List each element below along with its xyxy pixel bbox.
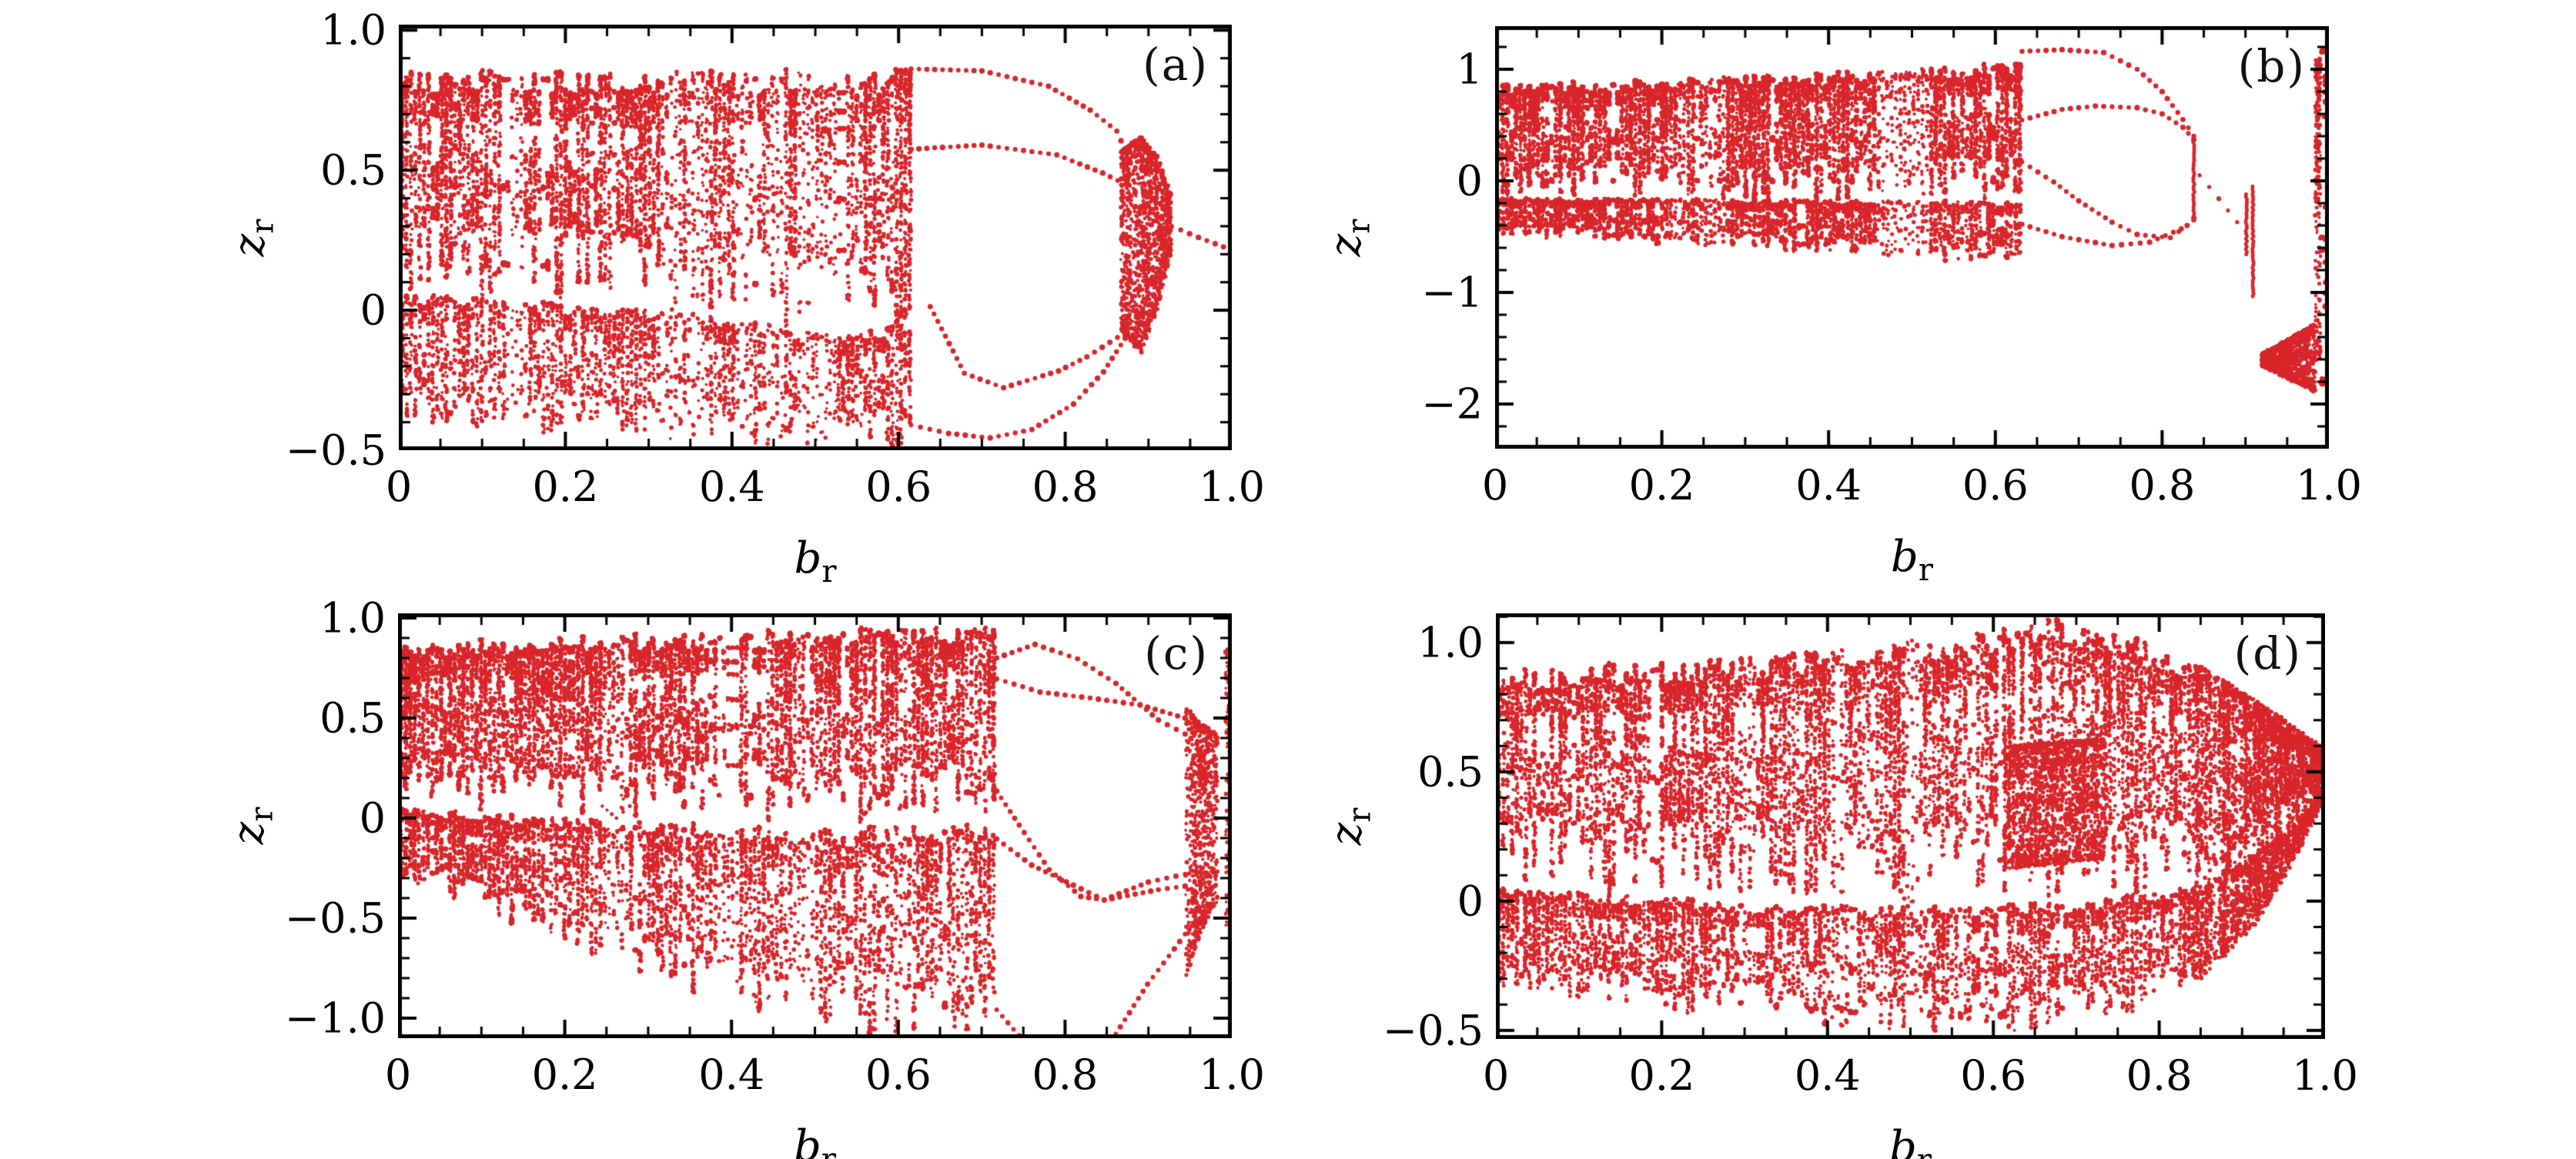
y-tick-label: 0 bbox=[1456, 156, 1483, 205]
x-axis-label-base: b bbox=[794, 533, 822, 583]
panel-letter-label: (b) bbox=[2237, 40, 2306, 92]
x-tick-label: 0 bbox=[384, 1050, 412, 1099]
y-tick-label: 1.0 bbox=[320, 5, 386, 55]
y-tick-label: −1.0 bbox=[284, 994, 386, 1043]
x-tick-label: 0 bbox=[385, 463, 413, 511]
x-axis-label-sub: r bbox=[1917, 1143, 1932, 1159]
y-tick-label: 0 bbox=[359, 793, 386, 843]
panel-letter-label: (d) bbox=[2233, 627, 2302, 680]
y-tick-label: 0 bbox=[1457, 877, 1484, 926]
x-axis-label: br bbox=[794, 1121, 836, 1159]
plot-canvas-b bbox=[1495, 26, 2329, 449]
y-tick-label: −0.5 bbox=[284, 893, 386, 943]
x-axis-label-sub: r bbox=[1918, 553, 1933, 589]
y-tick-label: 0.5 bbox=[320, 145, 386, 195]
y-axis-label-sub: r bbox=[245, 219, 281, 234]
x-tick-label: 1.0 bbox=[2296, 461, 2362, 509]
panel-d: (d) br zr 00.20.40.60.81.01.00.50−0.5 bbox=[1321, 613, 2358, 1159]
y-tick-label: 0.5 bbox=[319, 693, 386, 743]
panel-letter-label: (a) bbox=[1142, 38, 1209, 91]
y-axis-label: zr bbox=[1321, 807, 1377, 845]
x-axis-label-base: b bbox=[1889, 1122, 1917, 1159]
y-tick-label: −1 bbox=[1421, 268, 1483, 317]
x-tick-label: 0.2 bbox=[531, 1050, 598, 1099]
y-axis-label-sub: r bbox=[1342, 807, 1378, 823]
x-axis-label: br bbox=[795, 533, 837, 590]
panel-b: (b) br zr 0 0.2 0.4 0.6 0.8 1.0 1 0 −1 −2 bbox=[1320, 26, 2362, 588]
x-axis-label-sub: r bbox=[821, 554, 837, 590]
y-tick-label: −0.5 bbox=[1382, 1006, 1484, 1055]
y-axis-label: zr bbox=[1320, 219, 1377, 256]
x-tick-label: 0.8 bbox=[2129, 461, 2196, 509]
panel-a: (a) br zr 0 0.2 0.4 0.6 0.8 1.0 1.0 0.5 0 −0.5 bbox=[224, 6, 1265, 590]
x-tick-label: 0.6 bbox=[865, 463, 932, 511]
x-tick-label: 0 bbox=[1482, 1051, 1510, 1100]
x-tick-label: 1.0 bbox=[2292, 1051, 2358, 1100]
y-axis-label: zr bbox=[223, 807, 279, 845]
x-tick-label: 0.8 bbox=[1032, 1050, 1099, 1099]
x-tick-label: 0.4 bbox=[698, 463, 765, 511]
x-tick-label: 1.0 bbox=[1199, 463, 1265, 511]
y-axis-label-base: z bbox=[1320, 233, 1371, 256]
plot-canvas-a bbox=[399, 25, 1232, 450]
y-axis-label: zr bbox=[224, 219, 280, 256]
x-tick-label: 0.6 bbox=[1962, 461, 2029, 509]
y-axis-label-base: z bbox=[223, 821, 274, 845]
x-axis-label: br bbox=[1891, 532, 1933, 588]
x-axis-label-base: b bbox=[794, 1121, 821, 1159]
x-tick-label: 0.2 bbox=[1628, 1051, 1695, 1100]
x-tick-label: 0.4 bbox=[698, 1050, 765, 1099]
plot-canvas-d bbox=[1496, 613, 2325, 1039]
y-tick-label: 1.0 bbox=[1417, 618, 1484, 667]
y-tick-label: 0.5 bbox=[1417, 747, 1484, 797]
y-tick-label: 0 bbox=[360, 286, 386, 335]
y-tick-label: 1.0 bbox=[319, 593, 386, 643]
x-tick-label: 0.8 bbox=[2126, 1051, 2193, 1100]
y-axis-label-sub: r bbox=[1341, 219, 1377, 234]
panel-letter-label: (c) bbox=[1144, 627, 1209, 680]
plot-canvas-c bbox=[398, 613, 1232, 1038]
y-axis-label-base: z bbox=[1321, 822, 1372, 845]
y-axis-label-base: z bbox=[224, 233, 275, 256]
x-tick-label: 0.4 bbox=[1794, 1051, 1861, 1100]
x-tick-label: 0.2 bbox=[532, 463, 599, 511]
panel-c: (c) br zr 00.20.40.60.81.01.00.50−0.5−1.… bbox=[223, 593, 1265, 1159]
x-tick-label: 0.8 bbox=[1032, 463, 1099, 511]
x-tick-label: 0.2 bbox=[1628, 461, 1695, 509]
y-tick-label: −0.5 bbox=[285, 426, 386, 475]
y-axis-label-sub: r bbox=[244, 807, 280, 822]
x-tick-label: 1.0 bbox=[1199, 1050, 1265, 1099]
x-tick-label: 0.6 bbox=[865, 1050, 932, 1099]
x-axis-label: br bbox=[1889, 1122, 1932, 1159]
x-axis-label-base: b bbox=[1891, 532, 1919, 582]
x-tick-label: 0.4 bbox=[1795, 461, 1862, 509]
y-tick-label: −2 bbox=[1421, 379, 1483, 429]
y-tick-label: 1 bbox=[1456, 45, 1483, 94]
x-tick-label: 0 bbox=[1481, 461, 1509, 509]
x-axis-label-sub: r bbox=[821, 1142, 836, 1159]
x-tick-label: 0.6 bbox=[1960, 1051, 2027, 1100]
